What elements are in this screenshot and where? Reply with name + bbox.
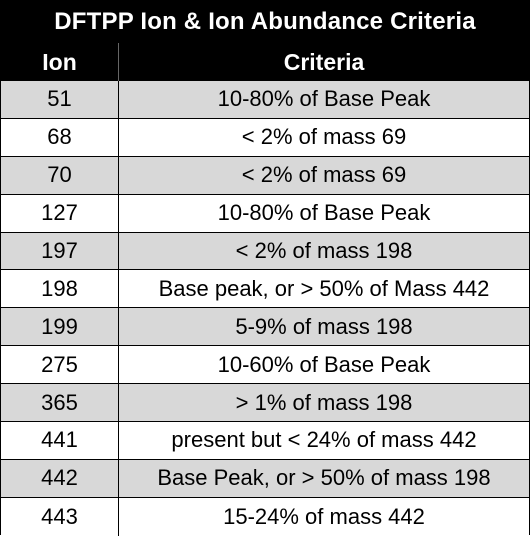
table-row: 127 10-80% of Base Peak xyxy=(1,194,529,233)
criteria-cell: Base peak, or > 50% of Mass 442 xyxy=(158,275,490,301)
ion-cell: 442 xyxy=(1,459,119,497)
table-row: 275 10-60% of Base Peak xyxy=(1,346,529,385)
table-row: 197 < 2% of mass 198 xyxy=(1,232,529,271)
ion-cell: 365 xyxy=(1,384,119,422)
criteria-cell: > 1% of mass 198 xyxy=(235,389,413,415)
criteria-cell: 10-80% of Base Peak xyxy=(217,86,431,112)
ion-column-header: Ion xyxy=(1,43,119,81)
table-row: 199 5-9% of mass 198 xyxy=(1,308,529,347)
table-row: 51 10-80% of Base Peak xyxy=(1,81,529,119)
criteria-cell: 10-80% of Base Peak xyxy=(217,200,431,226)
criteria-cell: 5-9% of mass 198 xyxy=(235,313,413,339)
header-row: Ion Criteria xyxy=(1,43,529,81)
ion-cell: 70 xyxy=(1,156,119,194)
table-row: 70 < 2% of mass 69 xyxy=(1,156,529,195)
ion-cell: 51 xyxy=(1,81,119,118)
ion-cell: 198 xyxy=(1,270,119,308)
table-row: 442 Base Peak, or > 50% of mass 198 xyxy=(1,459,529,498)
criteria-cell: < 2% of mass 198 xyxy=(235,238,413,263)
criteria-cell: 15-24% of mass 442 xyxy=(223,503,425,529)
criteria-column-header: Criteria xyxy=(283,48,365,75)
ion-cell: 199 xyxy=(1,308,119,346)
table-row: 441 present but < 24% of mass 442 xyxy=(1,422,529,460)
table-row: 443 15-24% of mass 442 xyxy=(1,497,529,536)
criteria-cell: present but < 24% of mass 442 xyxy=(171,427,477,453)
criteria-cell: < 2% of mass 69 xyxy=(241,124,407,150)
criteria-cell: Base Peak, or > 50% of mass 198 xyxy=(157,465,491,491)
ion-cell: 441 xyxy=(1,422,119,459)
ion-cell: 68 xyxy=(1,118,119,156)
table-row: 365 > 1% of mass 198 xyxy=(1,384,529,423)
table-body: 51 10-80% of Base Peak 68 < 2% of mass 6… xyxy=(1,81,529,536)
table-row: 68 < 2% of mass 69 xyxy=(1,118,529,157)
ion-cell: 275 xyxy=(1,346,119,384)
table-row: 198 Base peak, or > 50% of Mass 442 xyxy=(1,270,529,309)
table-title: DFTPP Ion & Ion Abundance Criteria xyxy=(1,1,529,43)
criteria-cell: 10-60% of Base Peak xyxy=(217,351,431,377)
ion-cell: 443 xyxy=(1,497,119,536)
ion-cell: 197 xyxy=(1,232,119,270)
criteria-cell: < 2% of mass 69 xyxy=(241,162,407,188)
ion-cell: 127 xyxy=(1,194,119,232)
